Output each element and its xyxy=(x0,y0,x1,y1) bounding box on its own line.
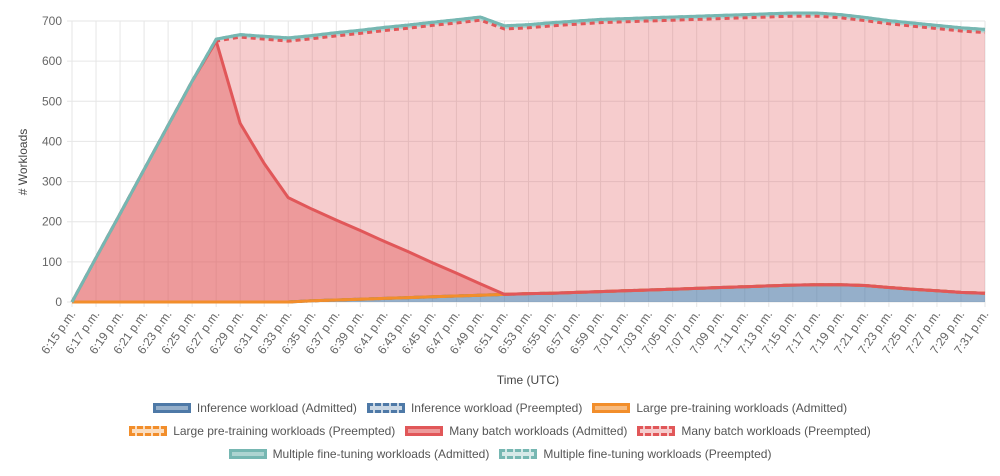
stacked-area-chart: 0 100 200 300 400 500 600 700 6:15 p.m.6:17 p.m… xyxy=(16,11,991,387)
legend-label: Many batch workloads (Admitted) xyxy=(449,423,628,438)
legend-swatch xyxy=(228,448,267,459)
series-areas xyxy=(72,13,985,302)
area-many-batch-workloads-preempted xyxy=(72,16,985,302)
y-tick-label: 200 xyxy=(42,215,62,229)
legend-swatch xyxy=(366,402,405,413)
y-axis-ticks: 0 100 200 300 400 500 600 700 xyxy=(42,14,62,309)
legend-label: Inference workload (Admitted) xyxy=(196,400,357,415)
legend-label: Large pre-training workloads (Admitted) xyxy=(636,400,848,415)
legend-swatch xyxy=(592,402,631,413)
x-axis-ticks: 6:15 p.m.6:17 p.m.6:19 p.m.6:21 p.m.6:23… xyxy=(38,308,991,357)
legend-item[interactable]: Many batch workloads (Admitted) xyxy=(405,424,627,438)
legend-label: Multiple fine-tuning workloads (Admitted… xyxy=(272,446,490,461)
area-many-batch-workloads-admitted xyxy=(72,41,985,302)
legend-swatch xyxy=(637,425,676,436)
y-tick-label: 0 xyxy=(55,295,62,309)
y-tick-label: 600 xyxy=(42,54,62,68)
y-tick-label: 300 xyxy=(42,175,62,189)
legend-swatch xyxy=(405,425,444,436)
chart-legend: Inference workload (Admitted) Inference w… xyxy=(0,396,1000,465)
y-tick-label: 700 xyxy=(42,14,62,28)
legend-item[interactable]: Inference workload (Preempted) xyxy=(366,400,583,415)
legend-item[interactable]: Multiple fine-tuning workloads (Admitted… xyxy=(228,446,490,461)
legend-item[interactable]: Large pre-training workloads (Preempted) xyxy=(129,424,395,438)
y-tick-label: 500 xyxy=(42,94,62,108)
line-many-batch-workloads-preempted xyxy=(70,14,986,303)
legend-swatch xyxy=(499,448,538,459)
legend-item[interactable]: Inference workload (Admitted) xyxy=(152,400,357,415)
line-multiple-fine-tuning-workloads-preempted xyxy=(70,11,986,303)
legend-item[interactable]: Large pre-training workloads (Admitted) xyxy=(592,401,847,415)
legend-label: Multiple fine-tuning workloads (Preempte… xyxy=(543,446,772,461)
legend-row: Inference workload (Admitted) Inference w… xyxy=(0,396,1000,419)
area-inference-workload-admitted xyxy=(72,284,985,302)
legend-swatch xyxy=(129,425,168,436)
legend-label: Large pre-training workloads (Preempted) xyxy=(173,423,396,438)
legend-label: Many batch workloads (Preempted) xyxy=(681,423,871,438)
legend-item[interactable]: Many batch workloads (Preempted) xyxy=(637,423,871,438)
legend-row: Multiple fine-tuning workloads (Admitted… xyxy=(0,442,1000,465)
y-tick-label: 100 xyxy=(42,255,62,269)
legend-item[interactable]: Multiple fine-tuning workloads (Preempte… xyxy=(499,447,771,461)
line-many-batch-workloads-admitted xyxy=(70,39,986,303)
series-lines xyxy=(70,11,986,304)
legend-swatch xyxy=(152,402,191,413)
legend-label: Inference workload (Preempted) xyxy=(410,400,583,415)
legend-row: Large pre-training workloads (Preempted)… xyxy=(0,419,1000,442)
y-tick-label: 400 xyxy=(42,134,62,148)
x-axis-title: Time (UTC) xyxy=(497,373,559,387)
y-axis-title: # Workloads xyxy=(16,129,30,195)
